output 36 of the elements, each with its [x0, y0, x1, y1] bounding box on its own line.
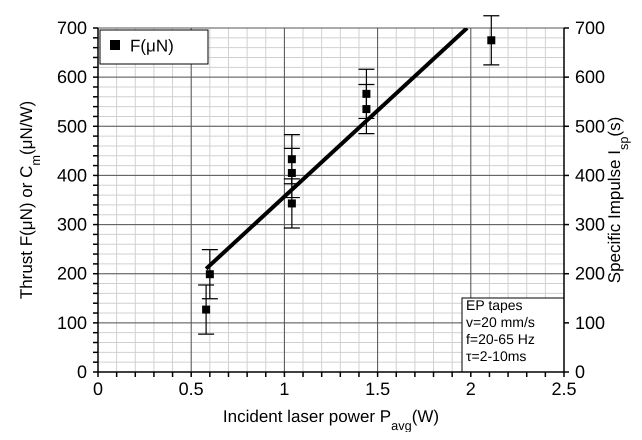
x-tick-label: 1.5	[365, 379, 390, 399]
y2-tick-label: 300	[575, 214, 606, 235]
y-tick-label: 0	[76, 362, 87, 382]
y-tick-label: 500	[56, 116, 87, 136]
x-axis-title: Incident laser power P$_{avg}$(W)	[222, 407, 440, 432]
y2-tick-label: 400	[575, 165, 606, 186]
annotation: τ=2-10ms	[466, 348, 526, 364]
y2-tick-label: 100	[575, 312, 606, 333]
y-tick-label: 300	[56, 214, 87, 235]
y2-tick-label: 700	[575, 18, 606, 38]
annotation: v=20 mm/s	[466, 314, 535, 330]
x-tick-label: 0	[92, 379, 104, 399]
annotation: f=20-65 Hz	[466, 331, 535, 347]
legend-label: F(μN)	[130, 36, 174, 56]
point	[362, 105, 370, 114]
annotation: EP tapes	[466, 297, 523, 313]
y-tick-label: 600	[56, 67, 87, 88]
point	[206, 270, 214, 278]
x-tick-label: 2.5	[551, 379, 577, 399]
x-tick-label: 0.5	[178, 379, 204, 399]
point	[202, 306, 210, 314]
x-tick-label: 2	[466, 379, 476, 399]
y-tick-label: 100	[56, 312, 87, 333]
point	[362, 90, 370, 98]
y2-tick-label: 600	[575, 67, 606, 88]
y-tick-label: 400	[56, 165, 87, 186]
y-tick-label: 700	[56, 18, 87, 38]
x-tick-label: 1	[279, 379, 290, 399]
y-tick-label: 200	[56, 264, 87, 284]
point	[288, 168, 296, 177]
point	[487, 36, 496, 44]
y2-tick-label: 200	[575, 264, 606, 284]
y2-tick-label: 0	[575, 362, 586, 382]
point	[288, 199, 296, 208]
point	[288, 155, 296, 164]
y2-tick-label: 500	[575, 116, 606, 136]
